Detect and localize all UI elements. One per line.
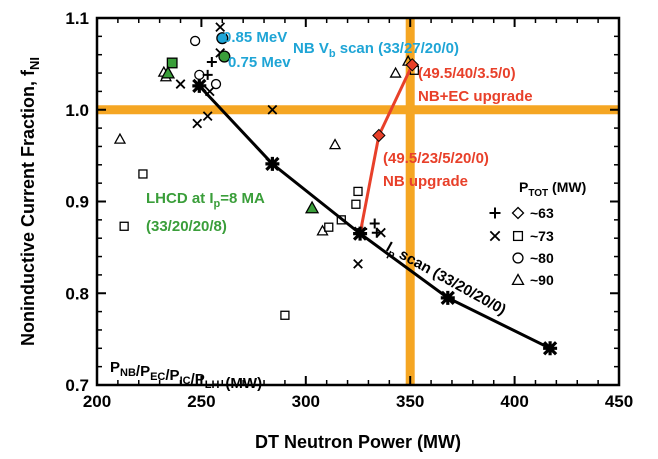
x-tick-label: 400 <box>500 392 528 411</box>
data-point-cross <box>202 111 213 122</box>
nb-upgrade-point <box>405 58 419 72</box>
data-point-square <box>138 169 148 179</box>
x-tick-label: 300 <box>292 392 320 411</box>
power-mix-label: PNB/PEC/PIC/PLH (MW) <box>110 359 262 392</box>
data-point-triangle <box>328 138 342 150</box>
annotation-label: 0.85 MeV <box>223 29 287 46</box>
annotation-label: NB upgrade <box>383 173 468 190</box>
data-point-circle <box>189 35 201 47</box>
legend-marker-cross <box>489 230 501 242</box>
ip-scan-point <box>440 290 455 305</box>
y-axis-label: Noninductive Current Fraction, fNI <box>18 57 42 346</box>
ip-scan-point <box>192 78 207 94</box>
annotation-label: (49.5/40/3.5/0) <box>418 65 516 82</box>
axes: 200 250 300 350 400 450 0.7 0.8 0.9 1.0 1.1 DT Neut… <box>18 9 633 452</box>
reference-lines <box>97 18 619 385</box>
data-point-square <box>119 221 129 231</box>
x-tick-label: 250 <box>187 392 215 411</box>
nb-upgrade-point <box>372 128 386 143</box>
annotation-label: NB Vb scan (33/27/20/0) <box>293 40 459 60</box>
y-tick-label: 0.9 <box>65 193 89 212</box>
legend-label: ~90 <box>530 272 554 288</box>
legend: PTOT (MW) ~63 ~73 ~80 ~90 <box>489 179 586 288</box>
data-point-triangle <box>113 132 127 144</box>
ip-scan-point <box>265 156 280 172</box>
legend-title: PTOT (MW) <box>519 179 586 199</box>
annotation-label: (33/20/20/8) <box>146 218 227 235</box>
annotation-label: Ip scan (33/20/20/0) <box>382 239 509 322</box>
data-point-plus <box>369 218 380 229</box>
data-point-cross <box>175 79 186 89</box>
scatter-markers <box>113 22 420 320</box>
legend-marker-square <box>512 230 524 242</box>
ip-scan-point <box>542 341 558 356</box>
legend-label: ~73 <box>530 228 554 244</box>
data-point-square <box>280 310 290 320</box>
legend-label: ~80 <box>530 250 554 266</box>
highlighted-point-triangle <box>304 200 320 214</box>
x-axis-label: DT Neutron Power (MW) <box>255 432 461 452</box>
data-point-triangle <box>389 66 402 78</box>
legend-marker-diamond <box>511 206 525 220</box>
data-point-square <box>336 215 346 225</box>
y-tick-label: 0.8 <box>65 284 89 303</box>
ip-scan-point <box>352 226 368 241</box>
highlighted-point-circle <box>218 50 231 63</box>
annotation-label: 0.75 Mev <box>228 54 291 71</box>
data-point-cross <box>267 104 278 115</box>
data-point-cross <box>192 118 203 129</box>
data-point-circle <box>210 78 222 90</box>
data-point-square <box>353 186 363 197</box>
legend-marker-triangle <box>511 273 525 286</box>
data-point-cross <box>353 259 363 269</box>
data-point-plus <box>206 57 217 68</box>
x-tick-label: 450 <box>605 392 633 411</box>
scan-lines <box>192 58 558 356</box>
legend-entry: ~80 <box>512 250 554 266</box>
x-tick-label: 200 <box>83 392 111 411</box>
legend-marker-circle <box>512 252 524 264</box>
highlighted-point-triangle <box>160 65 176 79</box>
data-point-cross <box>376 227 386 238</box>
data-point-square <box>351 199 361 209</box>
legend-entry: ~73 <box>489 228 554 244</box>
highlighted-point-square <box>166 57 178 69</box>
data-point-cross <box>215 22 226 33</box>
legend-entry: ~90 <box>511 272 554 288</box>
data-point-triangle <box>316 224 329 236</box>
y-tick-label: 1.1 <box>65 9 89 28</box>
annotation-label: (49.5/23/5/20/0) <box>383 150 489 167</box>
data-point-circle <box>194 69 205 81</box>
highlighted-point-circle <box>216 32 229 45</box>
annotation-label: NB+EC upgrade <box>418 88 533 105</box>
x-tick-label: 350 <box>396 392 424 411</box>
legend-label: ~63 <box>530 205 554 221</box>
legend-marker-plus <box>489 207 501 219</box>
annotation-label: LHCD at Ip=8 MA <box>146 190 265 210</box>
legend-entry: ~63 <box>489 205 554 221</box>
y-tick-label: 0.7 <box>65 376 89 395</box>
y-tick-label: 1.0 <box>65 101 89 120</box>
data-point-square <box>324 222 334 232</box>
